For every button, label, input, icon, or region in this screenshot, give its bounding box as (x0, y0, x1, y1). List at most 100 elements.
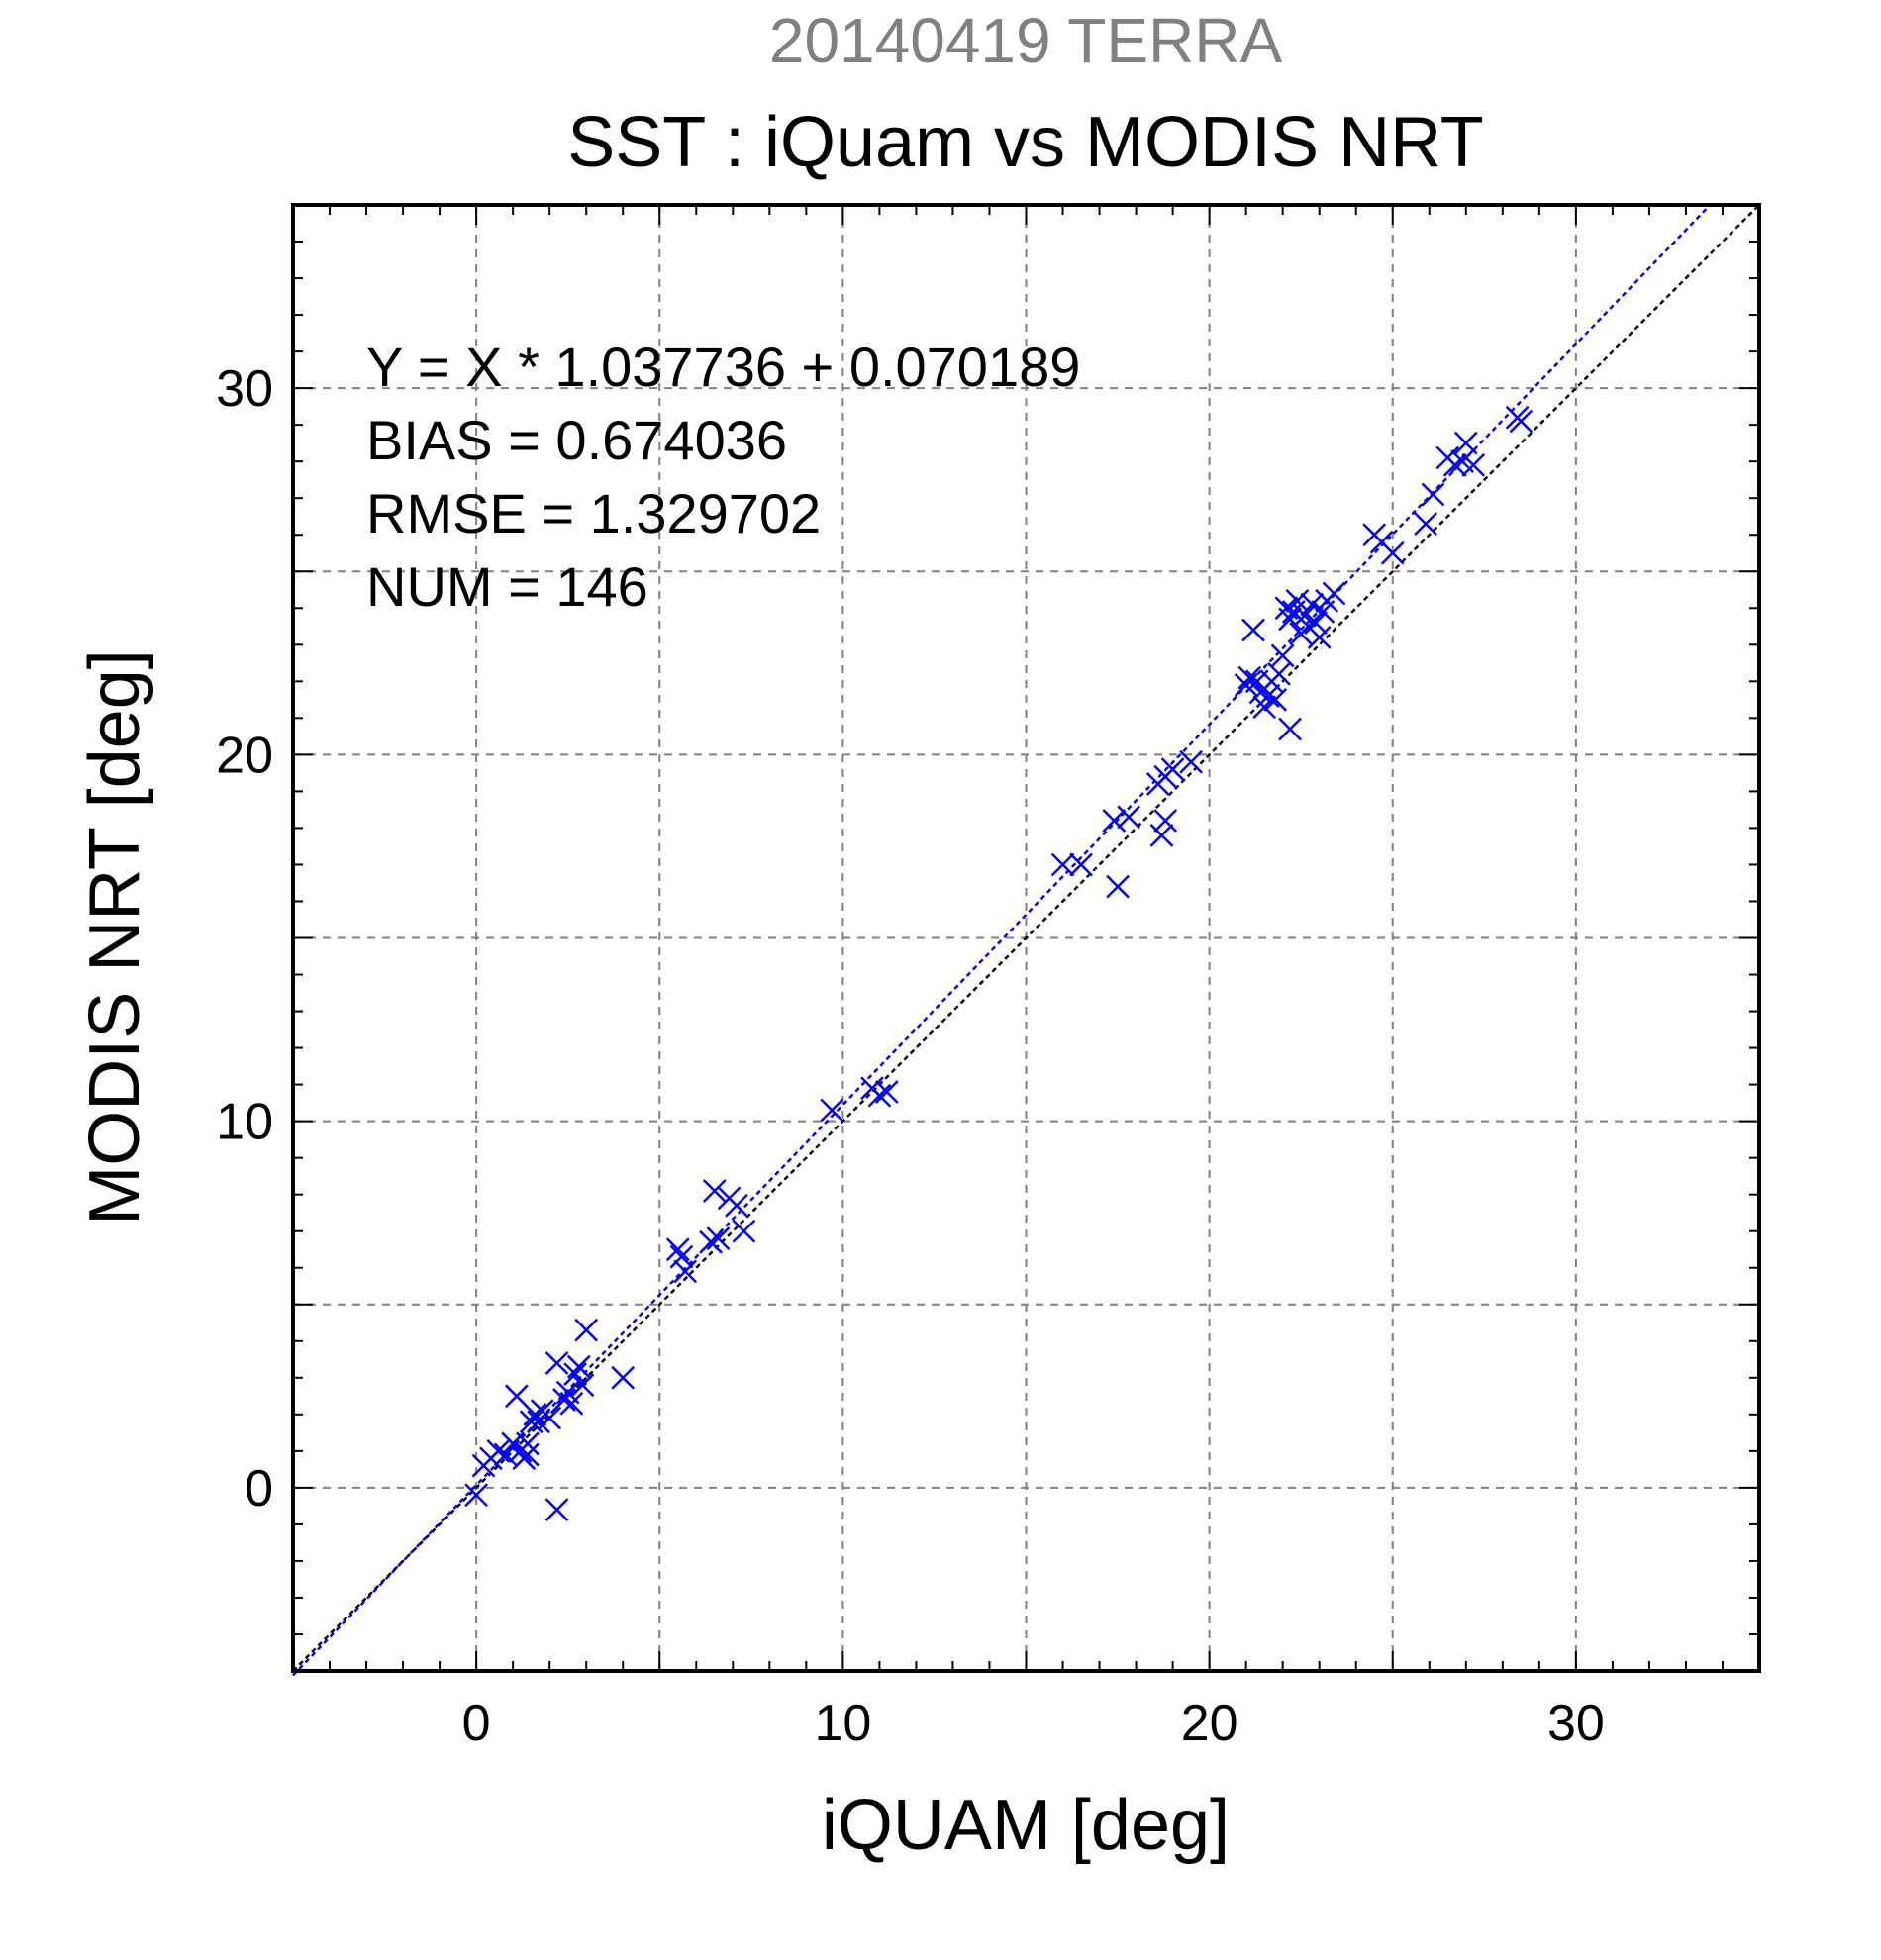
rmse-value: RMSE = 1.329702 (366, 482, 821, 544)
data-point-stroke (566, 1354, 591, 1379)
data-point-stroke (552, 1388, 576, 1412)
data-point-stroke (544, 1498, 569, 1521)
data-point-stroke (1274, 596, 1299, 621)
plot-frame (291, 203, 1761, 1673)
data-point (486, 1438, 511, 1463)
data-point-stroke (574, 1318, 599, 1342)
data-point (673, 1259, 698, 1284)
grid-lines (293, 205, 1759, 1671)
data-point-stroke (555, 1380, 580, 1405)
data-point (1442, 452, 1467, 477)
data-point (493, 1442, 518, 1467)
data-point (516, 1431, 540, 1456)
data-point-stroke (1380, 540, 1405, 565)
data-point (867, 1083, 892, 1108)
x-tick-label: 20 (1181, 1695, 1238, 1752)
data-point-stroke (673, 1259, 698, 1284)
data-point (563, 1362, 587, 1386)
data-point-stroke (1322, 581, 1346, 606)
data-point-stroke (570, 1373, 595, 1398)
data-point-stroke (464, 1483, 489, 1508)
data-point (1160, 757, 1185, 782)
data-point (706, 1226, 731, 1250)
data-point-stroke (1278, 717, 1302, 741)
data-point (820, 1098, 844, 1123)
data-point-stroke (1270, 643, 1295, 668)
data-point (570, 1373, 595, 1398)
data-point-stroke (611, 1365, 636, 1390)
data-point (1117, 805, 1141, 830)
data-point (566, 1354, 591, 1379)
data-point-stroke (706, 1226, 731, 1250)
identity-line (292, 204, 1760, 1672)
data-point (1179, 749, 1203, 774)
data-point (1322, 581, 1346, 606)
data-point-stroke (1453, 431, 1478, 455)
data-point-stroke (1117, 805, 1141, 830)
data-point-stroke (1278, 607, 1302, 632)
data-point (1307, 626, 1332, 649)
data-point (611, 1365, 636, 1390)
data-point-stroke (1285, 588, 1310, 613)
data-point-stroke (1263, 687, 1288, 712)
fit-equation: Y = X * 1.037736 + 0.070189 (366, 336, 1080, 398)
data-point-stroke (559, 1391, 584, 1416)
x-tick-label: 30 (1547, 1695, 1605, 1752)
data-point (1102, 809, 1127, 833)
data-point (516, 1442, 540, 1467)
data-point (559, 1391, 584, 1416)
y-axis-label: MODIS NRT [deg] (75, 649, 154, 1225)
data-point (1263, 687, 1288, 712)
num-value: NUM = 146 (366, 555, 648, 618)
data-point (464, 1483, 489, 1508)
data-point (1106, 874, 1130, 899)
data-point (1153, 809, 1178, 833)
data-point (1267, 662, 1291, 686)
data-point-stroke (1442, 452, 1467, 477)
data-point-stroke (1307, 626, 1332, 649)
data-point-stroke (1149, 823, 1174, 847)
data-point (1304, 611, 1328, 635)
y-tick-label: 20 (216, 727, 273, 784)
chart-title: 20140419 TERRA (769, 5, 1283, 76)
data-point-stroke (1421, 482, 1445, 507)
data-point-stroke (486, 1438, 511, 1463)
data-point (669, 1244, 694, 1269)
y-tick-label: 10 (216, 1094, 273, 1151)
data-points (464, 405, 1534, 1521)
data-point-stroke (1255, 684, 1280, 709)
data-point-stroke (1450, 449, 1474, 474)
data-point (1300, 592, 1325, 617)
bias-value: BIAS = 0.674036 (366, 409, 787, 471)
data-point (702, 1179, 727, 1203)
data-point-stroke (1050, 852, 1075, 877)
data-point-stroke (702, 1179, 727, 1203)
x-tick-label: 0 (462, 1695, 491, 1752)
data-point (1278, 607, 1302, 632)
data-point (1241, 618, 1265, 642)
y-tick-label: 30 (216, 360, 273, 418)
data-point-stroke (1293, 603, 1317, 628)
data-point (874, 1080, 899, 1104)
data-point-stroke (516, 1442, 540, 1467)
data-point-stroke (1153, 809, 1178, 833)
data-point-stroke (563, 1362, 587, 1386)
data-point-stroke (1369, 530, 1394, 554)
x-axis-label: iQUAM [deg] (822, 1786, 1230, 1865)
data-point-stroke (874, 1080, 899, 1104)
data-point-stroke (820, 1098, 844, 1123)
data-point (574, 1318, 599, 1342)
data-point-stroke (523, 1402, 547, 1426)
data-point-stroke (1267, 662, 1291, 686)
data-point-stroke (1106, 874, 1130, 899)
data-point-stroke (538, 1406, 562, 1430)
data-point (504, 1384, 529, 1409)
data-point (1149, 823, 1174, 847)
data-point-stroke (493, 1442, 518, 1467)
x-tick-label: 10 (814, 1695, 871, 1752)
y-tick-label: 0 (245, 1460, 273, 1518)
data-point (544, 1351, 569, 1375)
data-point-stroke (1160, 757, 1185, 782)
data-point (1461, 452, 1486, 477)
